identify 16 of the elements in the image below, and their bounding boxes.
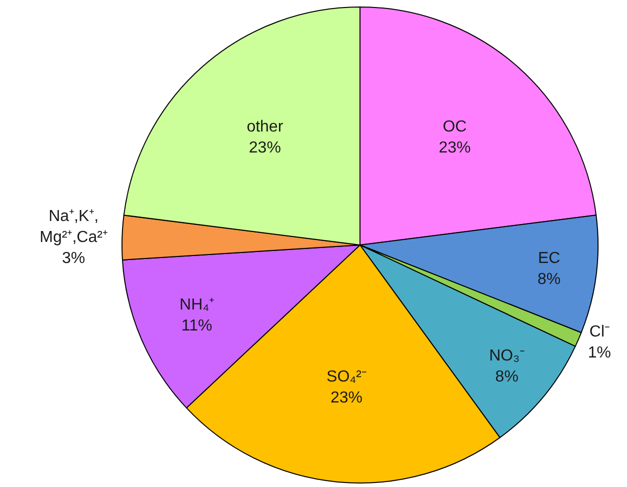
slice-label: NO₃⁻ <box>489 348 525 365</box>
data-label: 23% <box>248 139 281 156</box>
data-label: 1% <box>588 344 611 362</box>
slice-label: OC <box>442 118 467 136</box>
slice-label: SO₄²⁻ <box>326 368 367 386</box>
slice-label: NH₄⁺ <box>180 296 214 314</box>
slice-label: Cl⁻ <box>589 324 610 341</box>
data-label: 8% <box>538 270 561 288</box>
data-label: 23% <box>330 390 363 407</box>
slice-label: EC <box>538 250 560 267</box>
slice-label: other <box>246 118 284 136</box>
data-label: 11% <box>181 318 212 335</box>
data-label: 8% <box>495 368 518 386</box>
data-label: 3% <box>62 250 86 267</box>
data-label: 23% <box>438 139 471 156</box>
slice-label: Na⁺,K⁺, Mg²⁺,Ca²⁺ <box>40 208 108 246</box>
